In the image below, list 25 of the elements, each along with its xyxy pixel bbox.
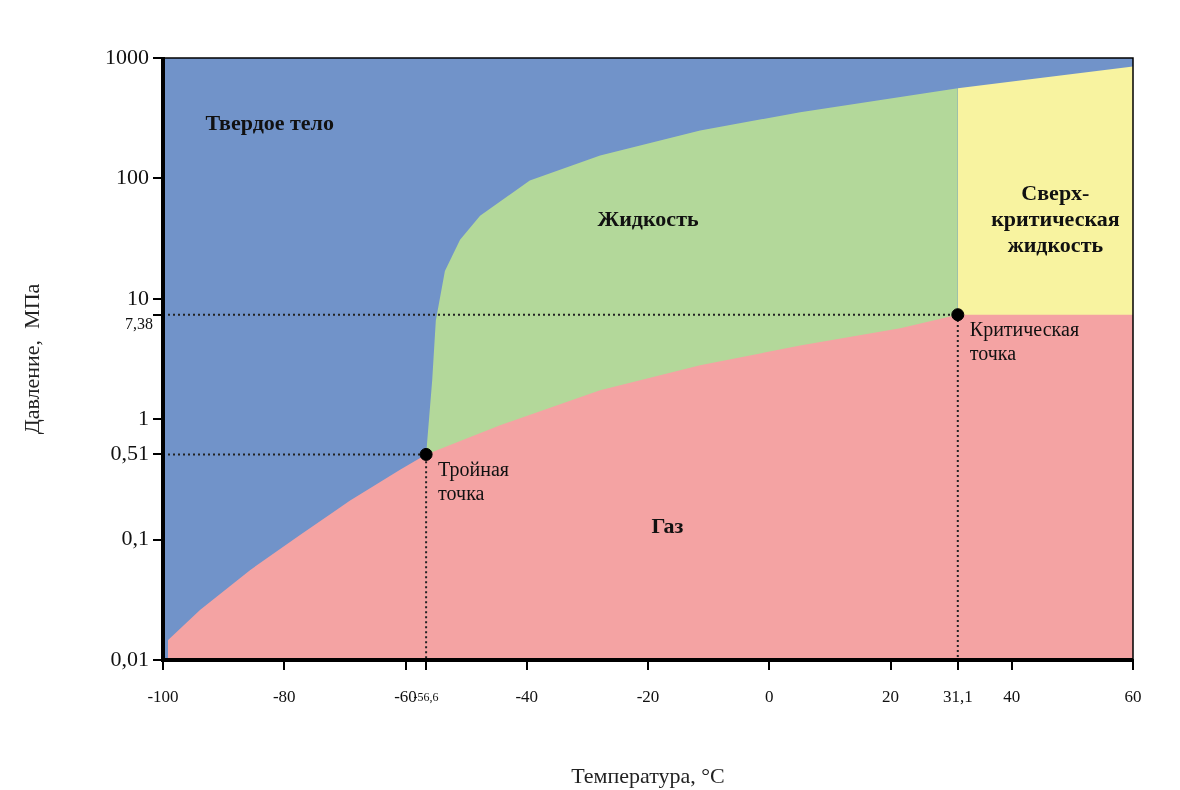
y-tick-label: 7,38	[125, 314, 153, 332]
y-tick-label: 0,1	[121, 525, 149, 551]
annotation: Критическая точка	[969, 317, 1080, 364]
x-tick-label: -80	[272, 687, 296, 707]
y-tick-label: 1	[138, 404, 149, 430]
annotation: Твердое тело	[205, 109, 334, 135]
y-tick-label: 1000	[105, 43, 149, 69]
x-tick-label: 40	[1003, 687, 1021, 707]
annotation: Жидкость	[597, 206, 699, 232]
x-tick-label: -40	[515, 687, 539, 707]
x-tick-label: 31,1	[942, 687, 973, 707]
x-tick-label: 20	[882, 687, 899, 707]
annotation: Тройная точка	[438, 457, 510, 504]
y-tick-label: 10	[127, 284, 149, 310]
y-tick-label: 0,01	[110, 645, 149, 671]
x-tick-label: 60	[1124, 687, 1142, 707]
x-tick-label: 0	[765, 687, 774, 707]
y-tick-label: 0,51	[110, 440, 149, 466]
annotation: Сверх- критическая жидкость	[991, 180, 1120, 258]
annotation: Газ	[651, 513, 684, 539]
x-tick-label: -20	[636, 687, 660, 707]
y-tick-label: 100	[116, 164, 149, 190]
x-tick-label: -100	[147, 687, 179, 707]
y-axis-title: Давление, МПа	[18, 283, 44, 435]
x-axis-title: Температура, °C	[571, 762, 725, 788]
